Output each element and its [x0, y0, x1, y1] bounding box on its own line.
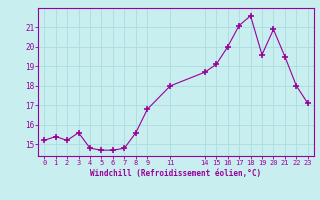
X-axis label: Windchill (Refroidissement éolien,°C): Windchill (Refroidissement éolien,°C)	[91, 169, 261, 178]
